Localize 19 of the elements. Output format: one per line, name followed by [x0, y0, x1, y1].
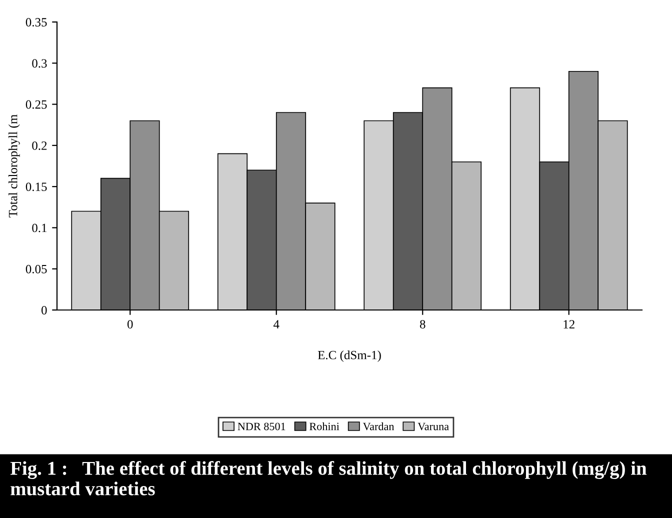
caption: Fig. 1 : The effect of different levels of salinity on total chlorophyll (mg/g) in mustard varieties — [10, 461, 647, 496]
y-tick-label: 0.35 — [26, 18, 47, 27]
y-tick-label: 0 — [42, 306, 47, 314]
x-tick-label: 0 — [127, 320, 133, 329]
y-tick-label: 0.1 — [32, 224, 47, 232]
x-tick-label: 4 — [273, 320, 280, 328]
y-tick-label: 0.2 — [32, 141, 47, 150]
y-tick-label: 0.3 — [32, 59, 47, 68]
legend-label: Rohini — [310, 422, 340, 430]
x-tick-label: 12 — [564, 320, 574, 328]
y-axis-title: Total chlorophyll (m — [8, 114, 20, 218]
legend-label: Vardan — [362, 422, 394, 430]
y-tick-label: 0.25 — [26, 100, 47, 109]
legend-label: Varuna — [418, 422, 449, 430]
x-tick-label: 8 — [420, 320, 426, 329]
y-tick-label: 0.05 — [26, 264, 47, 274]
y-tick-label: 0.15 — [26, 182, 47, 192]
x-axis-title: E.C (dSm-1) — [318, 350, 381, 362]
legend-label: NDR 8501 — [238, 422, 286, 430]
